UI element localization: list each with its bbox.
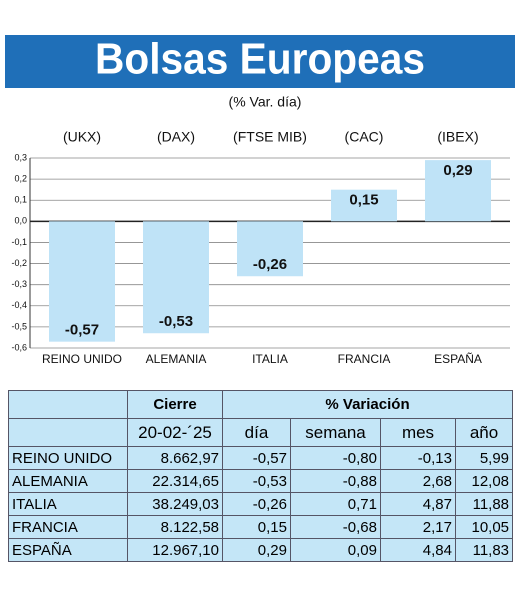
ticker-label: (CAC) <box>345 129 384 145</box>
table-cell: Cierre <box>127 390 223 419</box>
table-cell: 12.967,10 <box>127 538 223 562</box>
ticker-label: (DAX) <box>157 129 195 145</box>
y-tick-label: 0,2 <box>14 173 27 183</box>
table-cell: 0,15 <box>222 515 291 539</box>
y-tick-label: 0,3 <box>14 152 27 162</box>
table-cell: 4,84 <box>380 538 456 562</box>
table-cell: 22.314,65 <box>127 469 223 493</box>
chart: Bolsas Europeas (% Var. día) 0,3 0,2 0,1 0,… <box>5 35 515 366</box>
x-tick-label: REINO UNIDO <box>42 352 122 366</box>
table-row: FRANCIA 8.122,58 0,15 -0,68 2,17 10,05 <box>8 515 514 539</box>
table-row: ESPAÑA 12.967,10 0,29 0,09 4,84 11,83 <box>8 538 514 562</box>
table-cell: 11,88 <box>454 492 514 516</box>
table-cell: 8.122,58 <box>127 515 223 539</box>
y-tick-label: -0,1 <box>11 237 27 247</box>
chart-title: Bolsas Europeas <box>95 35 425 84</box>
x-tick-label: ALEMANIA <box>146 352 207 366</box>
value-label: -0,26 <box>253 256 287 273</box>
table-row: REINO UNIDO 8.662,97 -0,57 -0,80 -0,13 5,99 <box>8 446 514 470</box>
ticker-label: (UKX) <box>63 129 101 145</box>
x-tick-label: ITALIA <box>252 352 288 366</box>
data-table: Cierre% Variación 20-02-´25 día semana mes añ… <box>8 390 514 562</box>
y-tick-label: -0,5 <box>11 321 27 331</box>
bar <box>143 221 209 334</box>
table-cell: semana <box>290 418 381 447</box>
bar <box>331 189 397 222</box>
table-cell: 2,17 <box>380 515 456 539</box>
bar <box>425 160 491 222</box>
table-cell: año <box>454 418 514 447</box>
value-label: -0,53 <box>159 313 193 330</box>
table-cell: 5,99 <box>454 446 514 470</box>
table-cell: -0,80 <box>290 446 381 470</box>
table-row: 20-02-´25 día semana mes año <box>8 418 514 447</box>
table-cell: ITALIA <box>8 492 128 516</box>
table-cell: mes <box>380 418 456 447</box>
table-cell: -0,88 <box>290 469 381 493</box>
bar <box>237 221 303 277</box>
table-cell: 0,09 <box>290 538 381 562</box>
ticker-label: (FTSE MIB) <box>233 129 307 145</box>
table-row: Cierre% Variación <box>8 390 514 419</box>
value-label: 0,29 <box>443 162 472 179</box>
table-cell: 8.662,97 <box>127 446 223 470</box>
table-cell: REINO UNIDO <box>8 446 128 470</box>
table-cell: 20-02-´25 <box>127 418 223 447</box>
table-cell: día <box>222 418 291 447</box>
table-cell: FRANCIA <box>8 515 128 539</box>
table-cell <box>8 418 128 447</box>
table-cell: 10,05 <box>454 515 514 539</box>
table-row: ITALIA 38.249,03 -0,26 0,71 4,87 11,88 <box>8 492 514 516</box>
x-tick-label: ESPAÑA <box>434 352 482 366</box>
y-tick-label: -0,2 <box>11 258 27 268</box>
table-cell: -0,57 <box>222 446 291 470</box>
y-tick-label: -0,6 <box>11 342 27 352</box>
table-cell: ALEMANIA <box>8 469 128 493</box>
y-tick-label: 0,1 <box>14 195 27 205</box>
table-cell: 0,29 <box>222 538 291 562</box>
table-cell: 4,87 <box>380 492 456 516</box>
x-tick-label: FRANCIA <box>338 352 391 366</box>
ticker-label: (IBEX) <box>437 129 478 145</box>
value-label: 0,15 <box>349 192 378 209</box>
table-cell: % Variación <box>221 390 514 419</box>
chart-subtitle: (% Var. día) <box>229 94 302 110</box>
title-banner <box>5 35 515 88</box>
y-tick-label: -0,3 <box>11 279 27 289</box>
table-cell: -0,68 <box>290 515 381 539</box>
table-cell: 2,68 <box>380 469 456 493</box>
table-cell: -0,53 <box>222 469 291 493</box>
y-tick-label: 0,0 <box>14 216 27 226</box>
table-cell: -0,13 <box>380 446 456 470</box>
table-cell: 38.249,03 <box>127 492 223 516</box>
bar <box>49 221 115 342</box>
table-cell: -0,26 <box>222 492 291 516</box>
table-row: ALEMANIA 22.314,65 -0,53 -0,88 2,68 12,08 <box>8 469 514 493</box>
table-cell: 0,71 <box>290 492 381 516</box>
y-tick-label: -0,4 <box>11 300 27 310</box>
value-label: -0,57 <box>65 322 99 339</box>
table-cell <box>8 390 128 419</box>
table-cell: ESPAÑA <box>8 538 128 562</box>
table-cell: 11,83 <box>454 538 514 562</box>
table-cell: 12,08 <box>454 469 514 493</box>
